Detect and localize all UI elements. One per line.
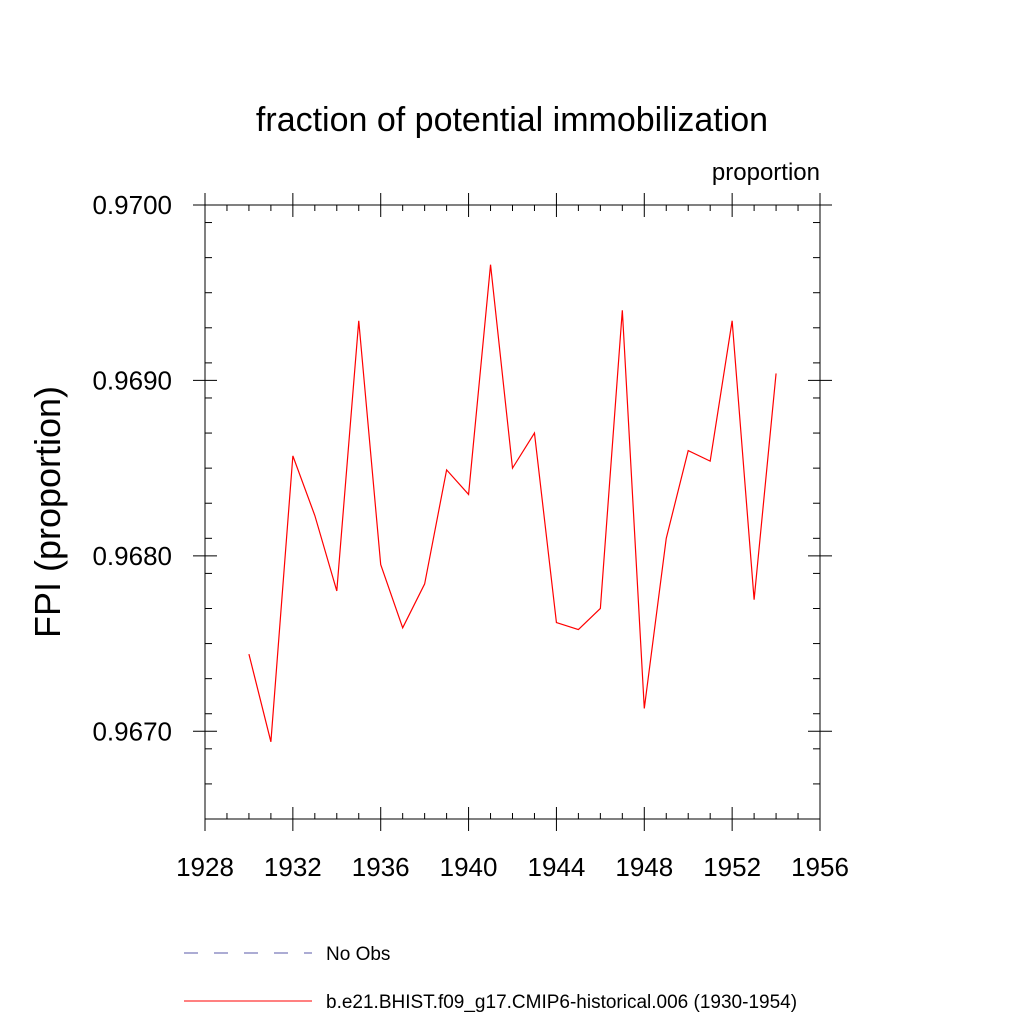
legend-label-1: No Obs xyxy=(326,944,390,965)
x-tick-label: 1944 xyxy=(528,852,586,882)
x-tick-label: 1948 xyxy=(615,852,673,882)
y-tick-label: 0.9670 xyxy=(92,716,172,746)
series-line-0 xyxy=(248,264,777,742)
y-tick-label: 0.9700 xyxy=(92,190,172,220)
y-tick-label: 0.9690 xyxy=(92,365,172,395)
x-tick-label: 1940 xyxy=(440,852,498,882)
legend-label-0: b.e21.BHIST.f09_g17.CMIP6-historical.006… xyxy=(326,992,797,1013)
series-layer xyxy=(248,264,777,742)
axis-ticks xyxy=(193,193,832,831)
x-tick-label: 1928 xyxy=(176,852,234,882)
chart-subtitle: proportion xyxy=(712,159,820,186)
plot-frame xyxy=(204,204,821,820)
chart-title: fraction of potential immobilization xyxy=(256,101,768,139)
legend: No Obs b.e21.BHIST.f09_g17.CMIP6-historic… xyxy=(184,944,797,1013)
x-tick-label: 1952 xyxy=(703,852,761,882)
y-tick-label: 0.9680 xyxy=(92,541,172,571)
axis-tick-labels: 1928 1932 1936 1940 1944 1948 1952 1956 0.9670 0.… xyxy=(92,190,848,882)
x-tick-label: 1936 xyxy=(352,852,410,882)
y-axis-label: FPI (proportion) xyxy=(27,386,68,638)
x-tick-label: 1956 xyxy=(791,852,849,882)
x-tick-label: 1932 xyxy=(264,852,322,882)
